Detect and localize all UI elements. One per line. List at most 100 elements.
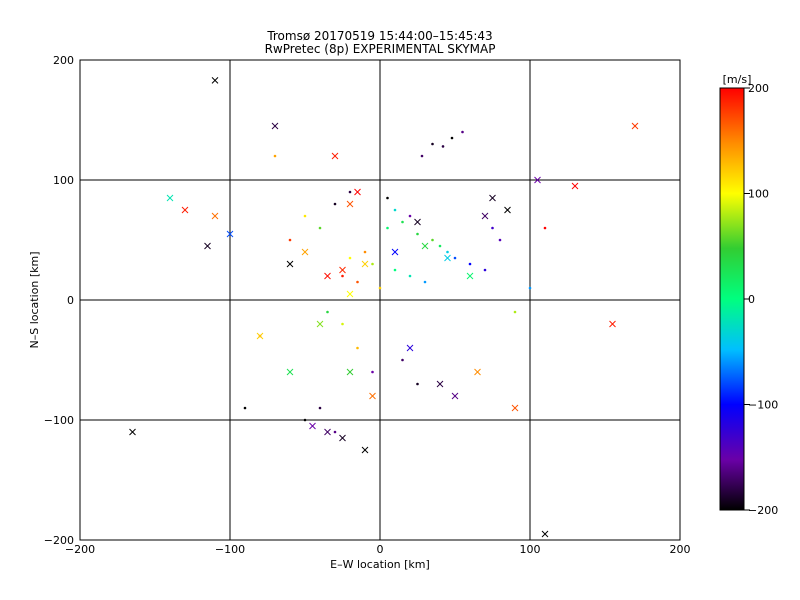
data-point-cross (324, 428, 331, 436)
y-tick-label: −100 (44, 414, 74, 427)
data-point-cross (511, 404, 519, 412)
data-point-dot (461, 130, 464, 134)
colorbar-tick-label: 100 (748, 188, 769, 201)
data-point-dot (453, 256, 457, 260)
y-tick-label: 100 (53, 174, 74, 187)
data-point-dot (441, 145, 445, 148)
data-point-dot (420, 154, 424, 158)
data-point-cross (436, 380, 444, 388)
data-point-cross (466, 272, 474, 280)
data-point-dot (326, 310, 329, 314)
data-point-dot (416, 232, 419, 236)
data-point-dot (528, 286, 532, 290)
data-point-dot (393, 208, 397, 212)
data-point-cross (256, 332, 264, 340)
colorbar: [m/s] 200 100 0 −100 −200 (719, 73, 778, 517)
data-point-cross (504, 206, 511, 214)
data-point-cross (391, 248, 399, 256)
data-point-dot (543, 226, 547, 230)
data-point-cross (571, 182, 579, 190)
data-point-cross (444, 254, 451, 262)
y-tick-label: 200 (53, 54, 74, 67)
data-point-dot (408, 214, 412, 218)
data-point-cross (286, 260, 294, 268)
data-point-cross (541, 530, 549, 538)
y-tick-label: 0 (67, 294, 74, 307)
data-point-cross (226, 230, 234, 238)
data-point-dot (386, 226, 389, 230)
data-point-dot (356, 280, 359, 284)
y-axis-ticks: 200 100 0 −100 −200 (44, 54, 74, 547)
data-points (129, 77, 639, 538)
y-tick-label: −200 (44, 534, 74, 547)
data-point-dot (273, 154, 277, 158)
x-tick-label: 100 (520, 543, 541, 556)
data-point-dot (288, 238, 292, 242)
data-point-cross (406, 344, 414, 352)
data-point-dot (393, 268, 397, 272)
data-point-cross (361, 446, 369, 454)
data-point-dot (371, 262, 374, 266)
data-point-cross (301, 248, 309, 256)
data-point-dot (450, 136, 454, 140)
data-point-dot (303, 418, 307, 422)
data-point-cross (129, 428, 136, 436)
data-point-dot (356, 346, 359, 350)
data-point-dot (401, 358, 404, 362)
data-point-dot (333, 430, 337, 434)
data-point-dot (446, 250, 449, 254)
data-point-cross (346, 368, 354, 376)
data-point-cross (166, 194, 174, 202)
x-tick-label: 200 (670, 543, 691, 556)
data-point-dot (483, 268, 487, 272)
data-point-cross (271, 122, 279, 130)
data-point-dot (378, 286, 382, 290)
data-point-cross (286, 368, 294, 376)
y-axis-label: N–S location [km] (28, 251, 41, 348)
data-point-cross (474, 368, 481, 376)
data-point-dot (318, 406, 322, 410)
data-point-cross (211, 77, 219, 84)
data-point-cross (339, 434, 346, 442)
colorbar-gradient (719, 87, 745, 511)
x-tick-label: −200 (65, 543, 95, 556)
data-point-dot (468, 262, 472, 266)
colorbar-label: [m/s] (723, 73, 752, 86)
data-point-cross (339, 266, 346, 274)
data-point-cross (361, 260, 369, 268)
data-point-cross (309, 422, 316, 430)
colorbar-tick-label: 200 (748, 82, 769, 95)
data-point-cross (324, 272, 331, 280)
data-point-dot (513, 310, 517, 314)
data-point-cross (451, 392, 459, 400)
data-point-dot (318, 226, 322, 230)
data-point-dot (348, 256, 352, 260)
data-point-cross (489, 194, 496, 202)
data-point-cross (414, 218, 421, 226)
x-axis-ticks: −200 −100 0 100 200 (65, 543, 691, 556)
x-axis-label: E–W location [km] (330, 558, 430, 571)
data-point-dot (371, 370, 374, 374)
data-point-dot (408, 274, 412, 278)
colorbar-tick-label: −100 (748, 399, 778, 412)
data-point-cross (354, 188, 361, 196)
data-point-cross (346, 200, 354, 208)
data-point-dot (498, 238, 502, 242)
data-point-cross (421, 242, 429, 250)
data-point-dot (438, 244, 442, 248)
data-point-dot (491, 226, 494, 230)
data-point-cross (331, 152, 339, 160)
data-point-dot (416, 382, 419, 386)
data-point-cross (534, 176, 541, 184)
colorbar-tick-label: −200 (748, 504, 778, 517)
data-point-cross (481, 212, 489, 220)
x-tick-label: 0 (377, 543, 384, 556)
plot-area (79, 59, 681, 541)
data-point-dot (348, 190, 352, 194)
data-point-dot (243, 406, 247, 410)
data-point-dot (401, 220, 404, 224)
data-point-cross (369, 392, 376, 400)
data-point-dot (423, 280, 427, 284)
data-point-cross (211, 212, 219, 220)
data-point-cross (316, 320, 324, 328)
